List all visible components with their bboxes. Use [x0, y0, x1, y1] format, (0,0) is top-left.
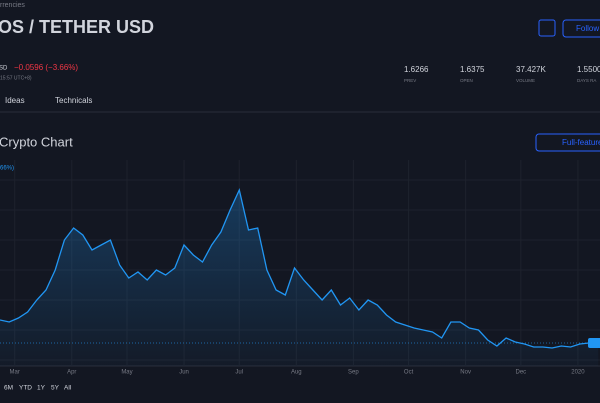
x-tick-label: May	[121, 370, 132, 376]
x-tick-label: Oct	[404, 370, 414, 376]
tab[interactable]: Ideas	[5, 96, 25, 105]
price-line	[0, 187, 599, 349]
range-button[interactable]: 5Y	[51, 385, 60, 392]
stat-value: 1.5500	[577, 65, 600, 74]
symbol-title: OS / TETHER USD	[0, 17, 154, 37]
x-tick-label: Dec	[516, 370, 527, 376]
full-feature-label: Full-feature	[562, 138, 600, 147]
tab[interactable]: Technicals	[55, 96, 92, 105]
legend-fragment: 66%)	[0, 166, 14, 172]
stat-value: 37.427K	[516, 65, 546, 74]
chart-title: Crypto Chart	[0, 134, 73, 149]
stat-label: VOLUME	[516, 78, 535, 83]
x-tick-label: Jun	[179, 370, 189, 376]
breadcrumb: rrencies	[0, 2, 25, 9]
x-tick-label: Nov	[460, 370, 471, 376]
stat-label: PREV	[404, 78, 416, 83]
stat-value: 1.6266	[404, 65, 429, 74]
full-feature-button[interactable]	[535, 133, 600, 152]
x-tick-label: Aug	[291, 370, 302, 376]
x-tick-label: Mar	[10, 370, 20, 376]
currency: SD	[0, 66, 8, 72]
stat-label: OPEN	[460, 78, 473, 83]
x-tick-label: Jul	[235, 370, 243, 376]
x-tick-label: Sep	[348, 370, 359, 376]
range-button[interactable]: 6M	[4, 385, 13, 392]
x-tick-label: Apr	[67, 370, 76, 376]
follow-button[interactable]	[562, 19, 600, 38]
stat-value: 1.6375	[460, 65, 485, 74]
stat-label: DAYS RA	[577, 78, 596, 83]
x-tick-label: 2020	[571, 370, 585, 376]
timestamp: 15:57 UTC+8)	[0, 75, 32, 81]
range-button[interactable]: 1Y	[37, 385, 46, 392]
alert-icon[interactable]	[538, 19, 556, 37]
price-change: −0.0596 (−3.66%)	[14, 63, 78, 72]
price-tag	[588, 338, 600, 348]
range-button[interactable]: All	[64, 385, 72, 392]
range-button[interactable]: YTD	[19, 385, 32, 392]
area	[0, 190, 599, 366]
follow-label: Follow	[576, 24, 599, 33]
